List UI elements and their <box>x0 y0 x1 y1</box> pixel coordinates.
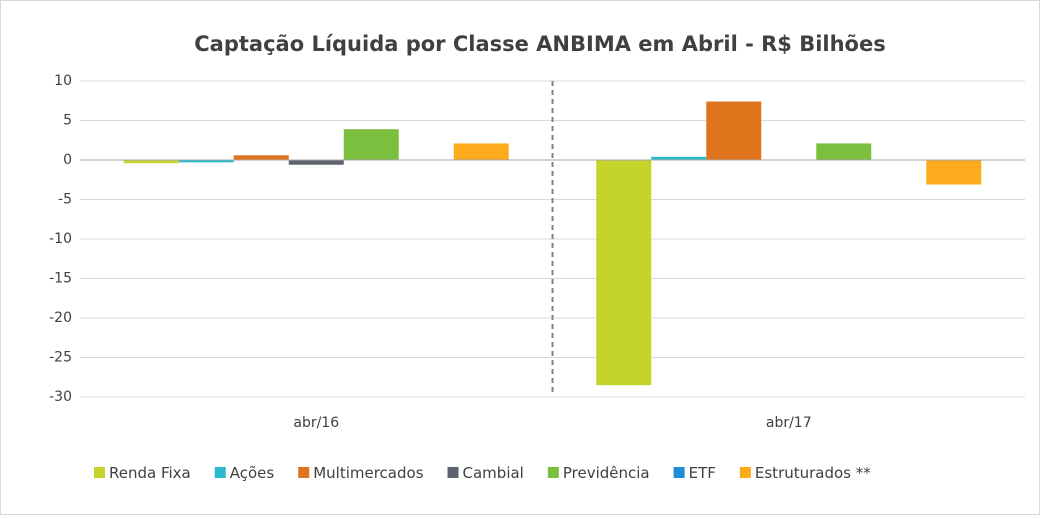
x-tick-label: abr/16 <box>293 415 339 431</box>
legend-label: Cambial <box>463 464 524 482</box>
bar <box>288 160 344 165</box>
legend-label: Multimercados <box>313 464 423 482</box>
bar <box>178 160 234 163</box>
y-tick-label: -20 <box>49 310 72 326</box>
bar <box>123 160 179 164</box>
legend-swatch <box>298 467 310 478</box>
bar <box>816 143 872 160</box>
y-tick-label: -30 <box>49 389 72 405</box>
y-tick-label: -15 <box>49 271 72 287</box>
legend-swatch <box>739 467 751 478</box>
legend-label: Ações <box>230 464 275 482</box>
legend-swatch <box>94 467 105 478</box>
legend-swatch <box>214 467 226 478</box>
legend-label: ETF <box>689 464 716 482</box>
x-tick-label: abr/17 <box>766 415 812 431</box>
bar <box>233 155 289 160</box>
chart-title: Captação Líquida por Classe ANBIMA em Ab… <box>194 32 885 56</box>
legend-label: Previdência <box>563 464 650 482</box>
y-tick-label: 0 <box>63 152 72 168</box>
legend-label: Renda Fixa <box>109 464 191 482</box>
bar <box>453 143 509 160</box>
legend-label: Estruturados ** <box>755 464 871 482</box>
legend-swatch <box>447 467 459 478</box>
y-tick-label: -10 <box>49 231 72 247</box>
bar <box>706 101 762 160</box>
bar <box>343 129 399 160</box>
y-tick-label: 10 <box>54 73 72 89</box>
y-tick-label: -5 <box>58 192 72 208</box>
legend-swatch <box>673 467 685 478</box>
legend-swatch <box>547 467 559 478</box>
y-tick-label: 5 <box>63 113 72 129</box>
bar <box>651 156 707 160</box>
bar <box>926 160 982 185</box>
bar <box>596 160 652 386</box>
y-tick-label: -25 <box>49 350 72 366</box>
